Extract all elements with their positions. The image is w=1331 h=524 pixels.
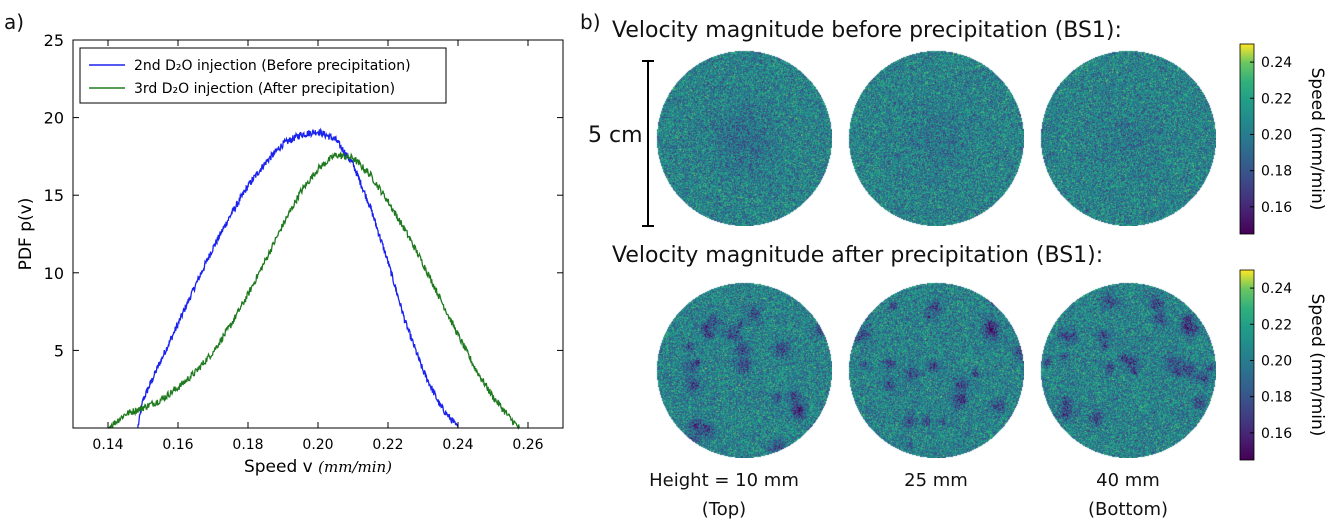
x-tick-label: 0.26 <box>512 437 543 453</box>
colorbar-tick-label: 0.22 <box>1261 91 1292 107</box>
colorbar-tick-label: 0.20 <box>1261 127 1292 143</box>
scale-bar <box>642 60 654 227</box>
heatmap-title-before: Velocity magnitude before precipitation … <box>612 18 1122 43</box>
y-tick-label: 5 <box>54 341 64 360</box>
colorbar-label: Speed (mm/min) <box>1307 68 1327 211</box>
height-label-bottom-value: 40 mm <box>1096 470 1160 491</box>
velocity-disc-after-top <box>656 282 832 458</box>
legend-label-2: 3rd D₂O injection (After precipitation) <box>134 81 395 97</box>
x-tick-label: 0.20 <box>302 437 333 453</box>
velocity-disc-before-top <box>656 50 832 226</box>
series-line-1 <box>137 127 459 429</box>
colorbar-after: 0.16 0.18 0.20 0.22 0.24 Speed (mm/min) <box>1239 269 1327 461</box>
panel-label-b: b) <box>580 10 601 34</box>
velocity-disc-after-bottom <box>1040 282 1216 458</box>
heatmap-title-after: Velocity magnitude after precipitation (… <box>612 243 1104 268</box>
colorbar-tick-label: 0.24 <box>1261 55 1292 71</box>
colorbar-tick-label: 0.18 <box>1261 390 1292 406</box>
x-tick-label: 0.18 <box>232 437 263 453</box>
x-axis-label: Speed v (mm/min) <box>244 457 392 477</box>
height-label-bottom-position: (Bottom) <box>1087 499 1169 520</box>
y-tick-label: 25 <box>44 31 64 50</box>
series-line-2 <box>108 151 520 431</box>
y-tick-label: 15 <box>44 186 64 205</box>
height-label-top: Height = 10 mm (Top) <box>624 466 824 524</box>
x-tick-label: 0.22 <box>372 437 403 453</box>
height-label-bottom: 40 mm (Bottom) <box>1028 466 1228 524</box>
panel-label-a: a) <box>4 10 25 34</box>
colorbar-tick-label: 0.18 <box>1261 164 1292 180</box>
colorbar-label: Speed (mm/min) <box>1307 294 1327 437</box>
velocity-disc-before-bottom <box>1040 50 1216 226</box>
y-axis-label: PDF p(v) <box>16 198 36 271</box>
scale-bar-label: 5 cm <box>588 123 643 148</box>
y-tick-label: 10 <box>44 264 64 283</box>
colorbar-tick-label: 0.16 <box>1261 200 1292 216</box>
velocity-disc-before-middle <box>848 50 1024 226</box>
x-tick-label: 0.16 <box>162 437 193 453</box>
pdf-line-chart: 0.14 0.16 0.18 0.20 0.22 0.24 0.26 5 10 15 20 25 Spe… <box>16 31 564 477</box>
height-label-middle-value: 25 mm <box>904 470 968 491</box>
colorbar-tick-label: 0.24 <box>1261 281 1292 297</box>
colorbar-tick-label: 0.16 <box>1261 426 1292 442</box>
y-tick-label: 20 <box>44 109 64 128</box>
colorbar-tick-label: 0.22 <box>1261 317 1292 333</box>
velocity-disc-after-middle <box>848 282 1024 458</box>
legend-label-1: 2nd D₂O injection (Before precipitation) <box>134 58 411 74</box>
height-label-middle: 25 mm <box>836 466 1036 495</box>
x-tick-label: 0.14 <box>92 437 123 453</box>
colorbar-before: 0.16 0.18 0.20 0.22 0.24 Speed (mm/min) <box>1239 43 1327 235</box>
x-tick-label: 0.24 <box>442 437 473 453</box>
height-label-top-position: (Top) <box>701 499 747 520</box>
colorbar-tick-label: 0.20 <box>1261 353 1292 369</box>
colorbar-gradient <box>1239 43 1255 235</box>
colorbar-gradient <box>1239 269 1255 461</box>
height-label-top-value: Height = 10 mm <box>649 470 799 491</box>
legend-box <box>79 47 447 104</box>
legend: 2nd D₂O injection (Before precipitation)… <box>79 47 447 104</box>
